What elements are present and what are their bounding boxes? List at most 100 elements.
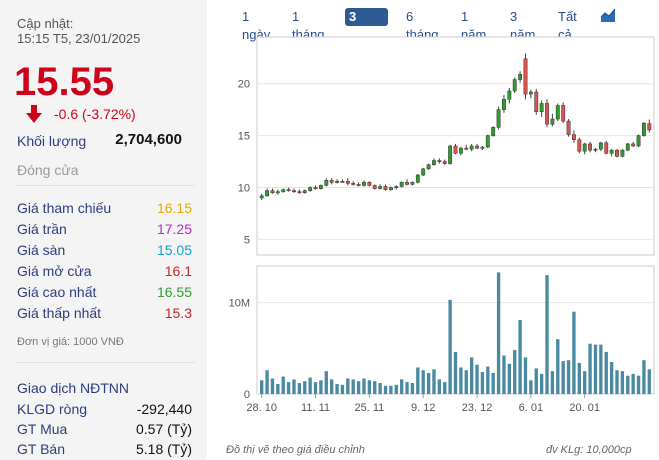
chart-area-icon[interactable] — [600, 7, 616, 23]
x-tick-label: 11. 11 — [301, 402, 330, 414]
divider — [17, 362, 195, 363]
volume-bar — [572, 311, 576, 394]
volume-bar — [421, 370, 425, 394]
candle-body — [356, 184, 361, 186]
volume-bar — [518, 319, 522, 394]
volume-bar — [319, 380, 323, 394]
volume-bar — [583, 371, 587, 394]
tab-3-years[interactable]: 3 năm — [510, 9, 536, 42]
volume-bar — [642, 360, 646, 394]
tab-all[interactable]: Tất cả — [558, 9, 577, 42]
volume-bar — [550, 371, 555, 394]
x-tick-label: 20. 01 — [569, 402, 600, 414]
volume-unit-note: đv KLg: 10,000cp — [546, 444, 632, 456]
volume-bar — [469, 357, 474, 394]
candle-body — [555, 105, 560, 120]
volume-bar — [448, 299, 452, 394]
price-row-value: 16.55 — [156, 284, 192, 300]
market-status: Đóng cửa — [17, 162, 79, 178]
volume-bar — [507, 363, 512, 394]
volume-bar — [647, 369, 651, 394]
candle-body — [432, 160, 436, 165]
candle-body — [588, 143, 593, 151]
volume-bar — [281, 376, 285, 394]
volume-bar — [432, 369, 436, 394]
candle-body — [625, 143, 630, 151]
volume-bar — [556, 339, 560, 394]
candle-body — [367, 182, 372, 186]
volume-bar — [523, 357, 528, 394]
price-row-value: 16.15 — [156, 200, 192, 216]
volume-bar — [459, 367, 463, 394]
candle-body — [512, 79, 517, 92]
candle-body — [604, 142, 609, 154]
price-tick-label: 15 — [238, 131, 250, 143]
volume-bar — [491, 372, 495, 394]
candle-body — [448, 145, 453, 164]
volume-bar — [480, 372, 485, 394]
volume-bar — [529, 380, 533, 394]
volume-bar — [588, 343, 592, 394]
foreign-row-value: 5.18 (Tỷ) — [135, 441, 192, 457]
divider — [17, 185, 195, 186]
candle-body — [647, 123, 652, 131]
price-row-label: Giá cao nhất — [17, 284, 97, 300]
candle-body — [458, 147, 463, 154]
x-tick-label: 9. 12 — [411, 402, 435, 414]
volume-bar — [502, 355, 506, 394]
price-tick-label: 5 — [244, 234, 250, 246]
price-volume-chart: 5 10 15 20 0 10M 28. 10 11. 11 25. 11 9. 12 23. 12… — [229, 36, 655, 414]
price-row-label: Giá sàn — [17, 242, 66, 258]
candle-body — [561, 105, 566, 122]
candle-body — [345, 181, 350, 184]
volume-bar — [453, 351, 458, 394]
volume-bar — [410, 383, 415, 394]
candle-body — [426, 164, 431, 170]
candle-body — [507, 90, 512, 100]
candle-body — [631, 143, 636, 147]
candle-body — [539, 103, 544, 112]
candle-body — [410, 182, 415, 185]
foreign-trade-title: Giao dịch NĐTNN — [17, 380, 130, 396]
candle-body — [464, 147, 469, 150]
volume-bar — [373, 381, 377, 394]
volume-bar — [351, 379, 355, 394]
candle-body — [545, 103, 549, 125]
tab-6-months[interactable]: 6 tháng — [406, 9, 439, 42]
candle-body — [275, 191, 280, 194]
tab-1-day[interactable]: 1 ngày — [242, 9, 271, 42]
volume-bar — [362, 378, 366, 394]
volume-bar — [599, 344, 603, 394]
volume-bar — [577, 362, 581, 394]
tab-1-year[interactable]: 1 năm — [461, 9, 487, 42]
candle-body — [534, 91, 539, 112]
volume-bar — [270, 378, 275, 394]
candle-body — [378, 186, 383, 189]
candle-body — [308, 187, 313, 191]
volume-bar — [464, 370, 468, 394]
candle-body — [437, 160, 442, 162]
price-row-label: Giá tham chiếu — [17, 200, 112, 216]
candle-body — [351, 183, 356, 185]
volume-bar — [626, 375, 630, 394]
volume-bar — [335, 383, 339, 394]
candle-body — [372, 185, 377, 189]
candle-body — [415, 174, 420, 183]
volume-bar — [636, 375, 641, 394]
candle-body — [281, 189, 286, 192]
candle-body — [523, 58, 528, 95]
tab-3-months[interactable]: 3 tháng — [345, 8, 389, 42]
updated-label: Cập nhật: — [17, 16, 74, 31]
volume-bar — [443, 382, 447, 394]
price-row-value: 15.3 — [164, 305, 192, 321]
volume-bar — [405, 382, 409, 394]
candle-body — [496, 109, 501, 128]
price-change: -0.6 (-3.72%) — [54, 106, 136, 122]
candle-body — [593, 148, 598, 151]
candle-body — [609, 149, 614, 154]
tab-1-month[interactable]: 1 tháng — [292, 9, 325, 42]
price-row-value: 17.25 — [156, 221, 192, 237]
volume-bar — [615, 370, 619, 394]
volume-bar — [297, 383, 302, 394]
candle-body — [518, 74, 523, 80]
